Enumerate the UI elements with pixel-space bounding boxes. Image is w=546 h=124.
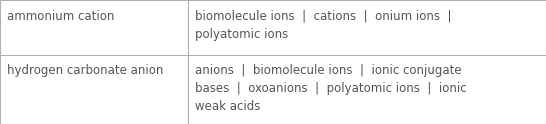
Text: ammonium cation: ammonium cation — [7, 10, 114, 23]
Text: anions  |  biomolecule ions  |  ionic conjugate
bases  |  oxoanions  |  polyatom: anions | biomolecule ions | ionic conjug… — [195, 64, 466, 113]
Text: hydrogen carbonate anion: hydrogen carbonate anion — [7, 64, 163, 78]
Text: biomolecule ions  |  cations  |  onium ions  |
polyatomic ions: biomolecule ions | cations | onium ions … — [195, 10, 452, 41]
